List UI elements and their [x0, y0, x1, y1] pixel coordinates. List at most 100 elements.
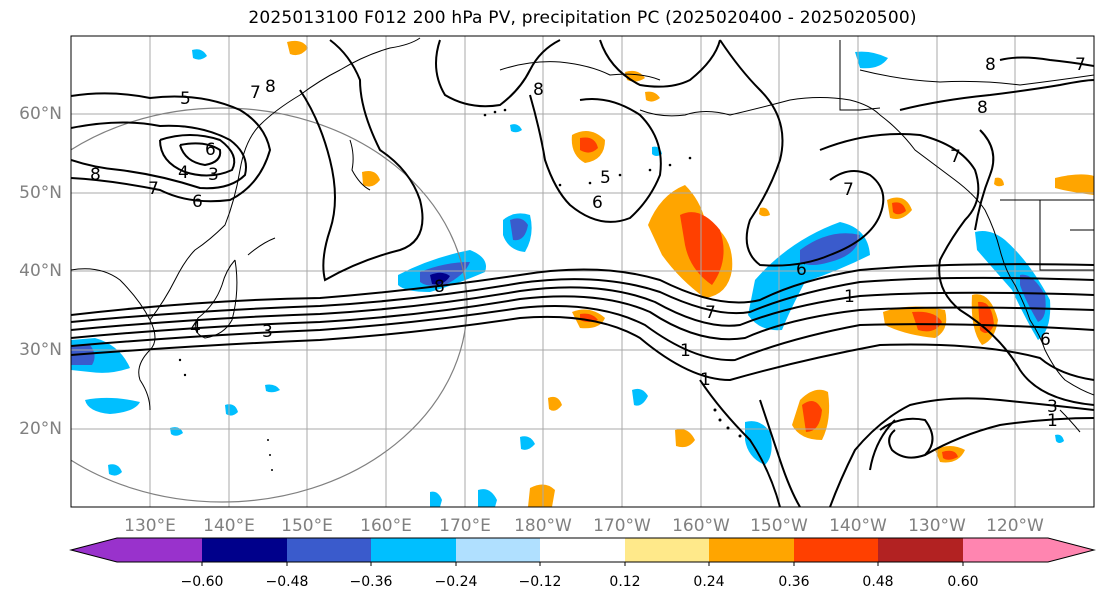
colorbar-tick-label: 0.24: [693, 574, 725, 590]
precip-blob: [892, 202, 906, 215]
contour-label: 3: [208, 165, 219, 185]
contour-label: 7: [705, 303, 716, 323]
contour-label: 8: [977, 98, 988, 118]
contour-label: 1: [844, 287, 855, 307]
precip-blob: [975, 231, 1051, 340]
colorbar-tick-label: 0.12: [609, 574, 641, 590]
colorbar: [69, 537, 1096, 566]
lat-label: 40°N: [19, 261, 62, 281]
range-circle: [71, 107, 468, 503]
contour-label: 6: [1040, 330, 1051, 350]
colorbar-segment: [287, 538, 371, 562]
colorbar-segment: [709, 538, 794, 562]
lon-label: 150°E: [281, 516, 333, 536]
precip-blob: [1055, 174, 1094, 195]
lat-label: 50°N: [19, 183, 62, 203]
lon-label: 160°W: [672, 516, 730, 536]
map-title: 2025013100 F012 200 hPa PV, precipitatio…: [248, 8, 917, 28]
precip-blob: [430, 272, 450, 285]
contour-label: 5: [180, 89, 191, 109]
precip-blob: [520, 436, 535, 450]
colorbar-tick-label: −0.12: [518, 574, 562, 590]
contour-label: 8: [985, 55, 996, 75]
precip-blob: [265, 384, 280, 393]
contour-label: 7: [148, 179, 159, 199]
colorbar-tick-label: 0.48: [862, 574, 894, 590]
contour-label: 6: [205, 140, 216, 160]
precip-blob: [548, 396, 562, 411]
colorbar-segment: [456, 538, 540, 562]
precip-blob: [855, 51, 888, 69]
lon-label: 150°W: [750, 516, 808, 536]
precip-blob: [528, 484, 555, 507]
pv-contours: [71, 39, 1094, 507]
contour-label: 7: [1075, 55, 1086, 75]
lon-label: 120°W: [986, 516, 1044, 536]
contour-label: 7: [250, 83, 261, 103]
contour-label: 8: [533, 80, 544, 100]
plot-area: 5 7 8 3 4 6 7 8 6 5 6 8 4 3 6 1 7 8 7 7 …: [71, 36, 1094, 507]
lon-label: 130°E: [124, 516, 176, 536]
lon-label: 170°W: [593, 516, 651, 536]
precip-blob: [759, 207, 770, 217]
coastlines: [71, 37, 1094, 433]
contour-label: 3: [1047, 397, 1058, 417]
contour-label: 4: [178, 163, 189, 183]
colorbar-tick-label: 0.60: [947, 574, 979, 590]
contour-label-group: 5 7 8 3 4 6 7 8 6 5 6 8 4 3 6 1 7 8 7 7 …: [90, 55, 1086, 431]
colorbar-segment: [540, 538, 625, 562]
precip-blob: [994, 177, 1004, 187]
contour-label: 8: [265, 77, 276, 97]
colorbar-extend-max: [1048, 538, 1094, 562]
contour-label: 6: [192, 192, 203, 212]
contour-label: 4: [190, 318, 201, 338]
precip-blob: [510, 124, 522, 133]
colorbar-segment: [794, 538, 878, 562]
precip-blob: [510, 218, 528, 241]
precip-blob: [802, 401, 822, 432]
lon-label: 140°E: [203, 516, 255, 536]
lon-label: 140°W: [829, 516, 887, 536]
precip-blob: [675, 429, 695, 448]
precip-blob: [287, 40, 308, 56]
colorbar-tick-label: −0.48: [265, 574, 309, 590]
colorbar-segment: [963, 538, 1048, 562]
contour-label: 3: [262, 322, 273, 342]
colorbar-segment: [371, 538, 456, 562]
precip-blob: [1020, 274, 1046, 322]
colorbar-tick-label: −0.60: [180, 574, 224, 590]
colorbar-extend-min: [71, 538, 117, 562]
contour-label: 8: [90, 165, 101, 185]
lat-label: 30°N: [19, 340, 62, 360]
contour-label: 1: [1047, 411, 1058, 431]
precip-blob: [108, 464, 122, 476]
precip-blob: [680, 212, 724, 285]
precip-blob: [912, 311, 942, 332]
lon-label: 160°E: [360, 516, 412, 536]
precip-blob: [645, 91, 660, 102]
colorbar-segment: [625, 538, 709, 562]
contour-label: 1: [700, 370, 711, 390]
islands: [178, 108, 742, 471]
colorbar-segment: [117, 538, 202, 562]
contour-label: 6: [796, 260, 807, 280]
precip-blob: [745, 421, 772, 465]
lon-label: 180°W: [514, 516, 572, 536]
precip-blob: [430, 491, 442, 507]
contour-label: 7: [843, 180, 854, 200]
lon-label: 130°W: [908, 516, 966, 536]
contour-label: 8: [434, 277, 445, 297]
contour-label: 7: [950, 147, 961, 167]
lat-label: 60°N: [19, 104, 62, 124]
lat-label: 20°N: [19, 419, 62, 439]
precip-blob: [800, 233, 860, 265]
precip-blob: [1055, 434, 1064, 443]
plot-frame: [70, 35, 1095, 508]
precip-blob: [942, 450, 958, 460]
contour-label: 1: [680, 341, 691, 361]
gridlines: [71, 36, 1094, 507]
colorbar-tick-label: −0.24: [434, 574, 478, 590]
contour-label: 6: [592, 193, 603, 213]
contour-label: 5: [600, 168, 611, 188]
